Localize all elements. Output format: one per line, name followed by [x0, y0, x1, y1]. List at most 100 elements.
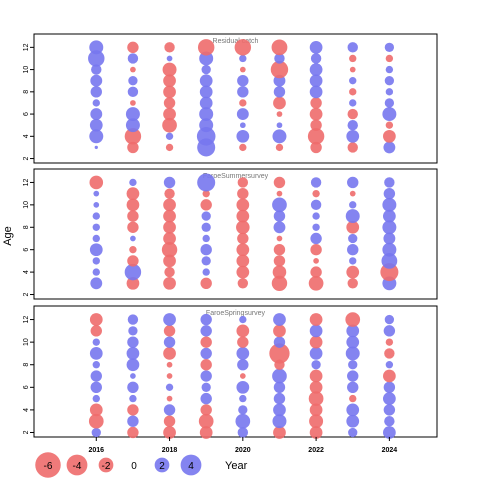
residual-bubble: [200, 359, 212, 371]
residual-bubble: [163, 426, 176, 439]
residual-bubble: [163, 325, 176, 337]
residual-bubble: [127, 221, 139, 233]
residual-bubble: [346, 129, 360, 143]
y-tick-label: 4: [23, 270, 30, 274]
residual-bubble: [129, 178, 137, 187]
residual-bubble: [89, 118, 103, 132]
y-tick-label: 10: [23, 66, 30, 74]
residual-bubble: [198, 413, 214, 429]
residual-bubble: [166, 373, 173, 379]
residual-bubble: [272, 368, 287, 384]
residual-bubble: [349, 394, 357, 403]
residual-bubble: [163, 313, 176, 326]
residual-bubble: [127, 255, 139, 267]
legend-label: -6: [44, 461, 53, 472]
residual-bubble: [130, 235, 136, 242]
legend-label: 2: [159, 461, 165, 472]
residual-bubble: [384, 98, 395, 108]
residual-bubble: [345, 346, 360, 361]
residual-bubble: [127, 415, 139, 427]
residual-bubble: [347, 381, 359, 394]
residual-bubble: [92, 268, 100, 276]
residual-bubble: [93, 190, 100, 197]
residual-bubble: [384, 42, 395, 52]
residual-bubble: [90, 325, 102, 337]
y-tick-label: 12: [23, 316, 30, 324]
residual-bubble: [273, 313, 286, 326]
residual-bubble: [163, 336, 176, 348]
x-axis: 2016 2018 2020 2022 2024: [88, 437, 397, 454]
residual-bubble: [273, 176, 286, 189]
residual-bubble: [382, 107, 397, 122]
residual-bubble: [162, 62, 177, 77]
residual-bubble: [385, 88, 394, 96]
residual-bubble: [200, 277, 212, 290]
legend-label: 4: [188, 461, 194, 472]
residual-bubble: [309, 74, 323, 88]
residual-bubble: [126, 198, 140, 212]
residual-bubble: [310, 97, 322, 109]
residual-bubble: [239, 66, 246, 73]
residual-bubble: [272, 414, 287, 429]
residual-bubble: [164, 266, 175, 278]
residual-bubble: [127, 41, 139, 54]
residual-bubble: [89, 243, 103, 257]
residual-bubble: [276, 122, 283, 129]
y-tick-label: 12: [23, 43, 30, 51]
residual-bubble: [237, 75, 249, 87]
residual-bubble: [239, 143, 247, 152]
residual-bubble: [90, 108, 103, 120]
residual-bubble: [349, 257, 357, 265]
residual-bubble: [347, 108, 358, 120]
y-tick-label: 4: [23, 134, 30, 138]
residual-bubble: [237, 427, 249, 438]
residual-bubble: [196, 127, 216, 146]
residual-bubble: [276, 190, 283, 197]
residual-bubble: [92, 99, 100, 107]
residual-bubble: [272, 197, 287, 213]
residual-bubble: [127, 404, 139, 416]
residual-bubble: [200, 336, 212, 348]
residual-bubble: [271, 39, 288, 56]
residual-bubble: [237, 86, 249, 98]
y-tick-label: 6: [23, 248, 30, 252]
residual-bubble: [200, 404, 212, 416]
residual-bubble: [308, 391, 324, 406]
residual-bubble: [163, 220, 176, 234]
residual-bubble: [310, 243, 322, 256]
residual-bubble: [126, 187, 140, 201]
residual-bubble: [125, 118, 140, 133]
panel-title: FaroeSummersurvey: [203, 173, 269, 180]
residual-bubble: [89, 403, 103, 417]
residual-bubble: [163, 107, 176, 121]
legend-bubble: [98, 457, 114, 473]
residual-bubble: [200, 199, 212, 211]
residual-bubble: [126, 347, 140, 360]
residual-bubble: [236, 347, 250, 360]
residual-bubble: [313, 258, 319, 264]
x-tick-label: 2018: [162, 447, 178, 454]
residual-bubble: [126, 358, 140, 372]
residual-bubble: [127, 141, 139, 154]
residual-bubble: [383, 381, 396, 394]
residual-bubble: [237, 187, 249, 200]
legend-title: Year: [225, 460, 248, 472]
residual-bubble: [88, 413, 104, 429]
residual-bubble: [385, 54, 394, 63]
x-tick-label: 2020: [235, 447, 251, 454]
residual-bubble: [236, 209, 250, 223]
residual-bubble: [239, 373, 246, 379]
residual-bubble: [236, 108, 249, 120]
residual-bubble: [124, 128, 142, 145]
y-tick-label: 12: [23, 178, 30, 186]
residual-bubble: [163, 176, 176, 189]
residual-bubble: [383, 232, 396, 245]
residual-bubble: [200, 392, 212, 405]
residual-bubble: [273, 403, 286, 417]
legend-bubble: [154, 457, 170, 473]
residual-bubble: [384, 76, 395, 86]
residual-bubble: [380, 263, 399, 282]
y-tick-label: 8: [23, 363, 30, 367]
residual-bubble: [346, 335, 360, 349]
residual-bubble: [346, 414, 360, 428]
